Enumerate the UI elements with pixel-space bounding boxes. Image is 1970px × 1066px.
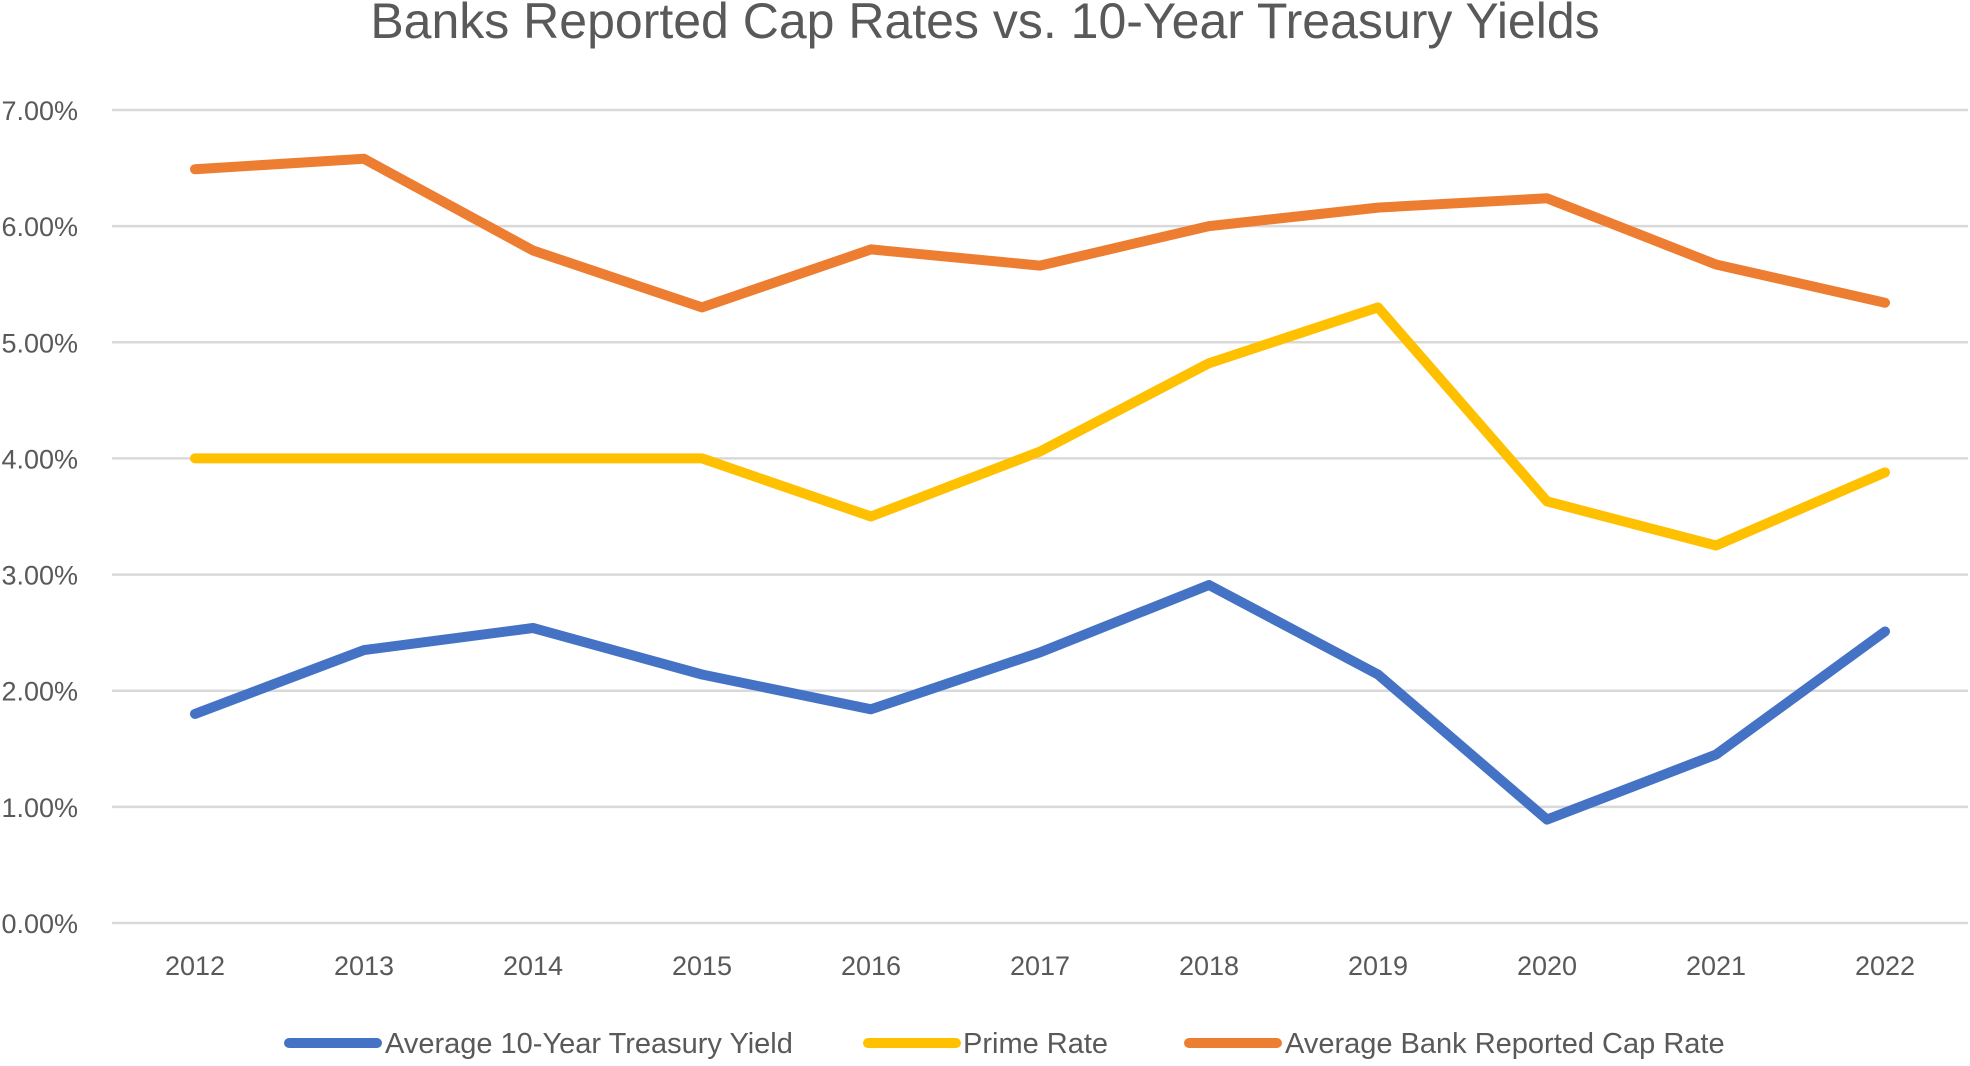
y-tick-label: 7.00%: [1, 96, 78, 126]
series-line: [195, 159, 1885, 308]
x-axis-tick-labels: 2012 2013 2014 2015 2016 2017 2018 2019 2020 2021…: [165, 951, 1915, 981]
chart-title: Banks Reported Cap Rates vs. 10-Year Tre…: [370, 0, 1599, 49]
y-tick-label: 2.00%: [1, 677, 78, 707]
x-tick-label: 2019: [1348, 951, 1408, 981]
y-tick-label: 5.00%: [1, 328, 78, 358]
x-tick-label: 2013: [334, 951, 394, 981]
x-tick-label: 2015: [672, 951, 732, 981]
x-tick-label: 2012: [165, 951, 225, 981]
legend-item: Average Bank Reported Cap Rate: [1189, 1028, 1725, 1060]
series-1: [195, 585, 1885, 820]
x-tick-label: 2014: [503, 951, 563, 981]
gridlines: [112, 110, 1968, 923]
x-tick-label: 2016: [841, 951, 901, 981]
legend-label: Average 10-Year Treasury Yield: [385, 1028, 793, 1060]
x-tick-label: 2020: [1517, 951, 1577, 981]
legend-label: Average Bank Reported Cap Rate: [1285, 1028, 1725, 1060]
series-3: [195, 159, 1885, 308]
y-axis-tick-labels: 0.00% 1.00% 2.00% 3.00% 4.00% 5.00% 6.00% 7.00%: [1, 96, 78, 939]
x-tick-label: 2017: [1010, 951, 1070, 981]
legend: Average 10-Year Treasury Yield Prime Rate…: [289, 1028, 1725, 1060]
legend-item: Average 10-Year Treasury Yield: [289, 1028, 793, 1060]
legend-item: Prime Rate: [868, 1028, 1108, 1060]
x-tick-label: 2022: [1855, 951, 1915, 981]
x-tick-label: 2021: [1686, 951, 1746, 981]
series-line: [195, 585, 1885, 820]
legend-label: Prime Rate: [963, 1028, 1108, 1060]
y-tick-label: 6.00%: [1, 212, 78, 242]
x-tick-label: 2018: [1179, 951, 1239, 981]
series-lines: [195, 159, 1885, 820]
y-tick-label: 1.00%: [1, 793, 78, 823]
y-tick-label: 4.00%: [1, 444, 78, 474]
y-tick-label: 3.00%: [1, 561, 78, 591]
y-tick-label: 0.00%: [1, 909, 78, 939]
